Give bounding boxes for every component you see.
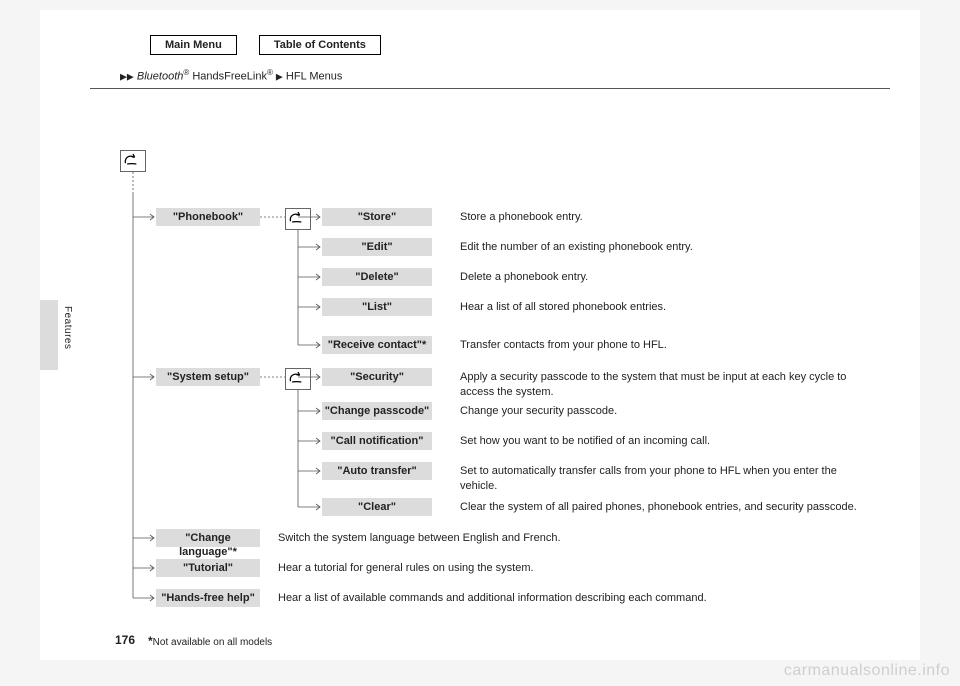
side-label: Features — [62, 306, 73, 349]
main-menu-button[interactable]: Main Menu — [150, 35, 237, 55]
cmd-auto-transfer: "Auto transfer" — [322, 462, 432, 480]
breadcrumb-l1b: HandsFreeLink — [189, 71, 267, 83]
desc-receive: Transfer contacts from your phone to HFL… — [460, 338, 667, 353]
desc-auto-transfer: Set to automatically transfer calls from… — [460, 464, 870, 494]
toc-button[interactable]: Table of Contents — [259, 35, 381, 55]
footnote: *Not available on all models — [148, 634, 272, 648]
desc-edit: Edit the number of an existing phonebook… — [460, 240, 693, 255]
cmd-change-language-label: "Change language" — [179, 532, 233, 558]
star: * — [233, 546, 237, 558]
cmd-receive-contact: "Receive contact"* — [322, 336, 432, 354]
side-tab — [40, 300, 58, 370]
desc-delete: Delete a phonebook entry. — [460, 270, 588, 285]
footnote-text: Not available on all models — [153, 637, 273, 648]
desc-security: Apply a security passcode to the system … — [460, 370, 870, 400]
cmd-phonebook: "Phonebook" — [156, 208, 260, 226]
cmd-hands-free-help: "Hands-free help" — [156, 589, 260, 607]
watermark: carmanualsonline.info — [784, 662, 950, 680]
cmd-call-notification: "Call notification" — [322, 432, 432, 450]
breadcrumb-sep: ▶ — [276, 71, 283, 81]
reg-2: ® — [267, 68, 273, 77]
desc-change-passcode: Change your security passcode. — [460, 404, 617, 419]
desc-call-notification: Set how you want to be notified of an in… — [460, 434, 710, 449]
desc-change-language: Switch the system language between Engli… — [278, 531, 561, 546]
cmd-clear: "Clear" — [322, 498, 432, 516]
cmd-list: "List" — [322, 298, 432, 316]
cmd-store: "Store" — [322, 208, 432, 226]
desc-list: Hear a list of all stored phonebook entr… — [460, 300, 666, 315]
cmd-change-language: "Change language"* — [156, 529, 260, 547]
breadcrumb-prefix: ▶▶ — [120, 71, 134, 81]
breadcrumb-l2: HFL Menus — [286, 71, 342, 83]
content-area: "Phonebook" "System setup" "Change langu… — [120, 150, 900, 620]
top-buttons: Main Menu Table of Contents — [150, 35, 381, 55]
cmd-delete: "Delete" — [322, 268, 432, 286]
desc-hands-free-help: Hear a list of available commands and ad… — [278, 591, 707, 606]
cmd-receive-contact-label: "Receive contact" — [328, 339, 422, 351]
page-number: 176 — [115, 633, 135, 647]
breadcrumb: ▶▶ Bluetooth® HandsFreeLink® ▶ HFL Menus — [120, 68, 342, 83]
desc-tutorial: Hear a tutorial for general rules on usi… — [278, 561, 534, 576]
cmd-security: "Security" — [322, 368, 432, 386]
star: * — [422, 339, 426, 351]
desc-clear: Clear the system of all paired phones, p… — [460, 500, 870, 515]
page: Main Menu Table of Contents ▶▶ Bluetooth… — [40, 10, 920, 660]
cmd-change-passcode: "Change passcode" — [322, 402, 432, 420]
breadcrumb-l1a: Bluetooth — [137, 71, 183, 83]
cmd-tutorial: "Tutorial" — [156, 559, 260, 577]
cmd-system-setup: "System setup" — [156, 368, 260, 386]
desc-store: Store a phonebook entry. — [460, 210, 583, 225]
header-rule — [90, 88, 890, 89]
cmd-edit: "Edit" — [322, 238, 432, 256]
